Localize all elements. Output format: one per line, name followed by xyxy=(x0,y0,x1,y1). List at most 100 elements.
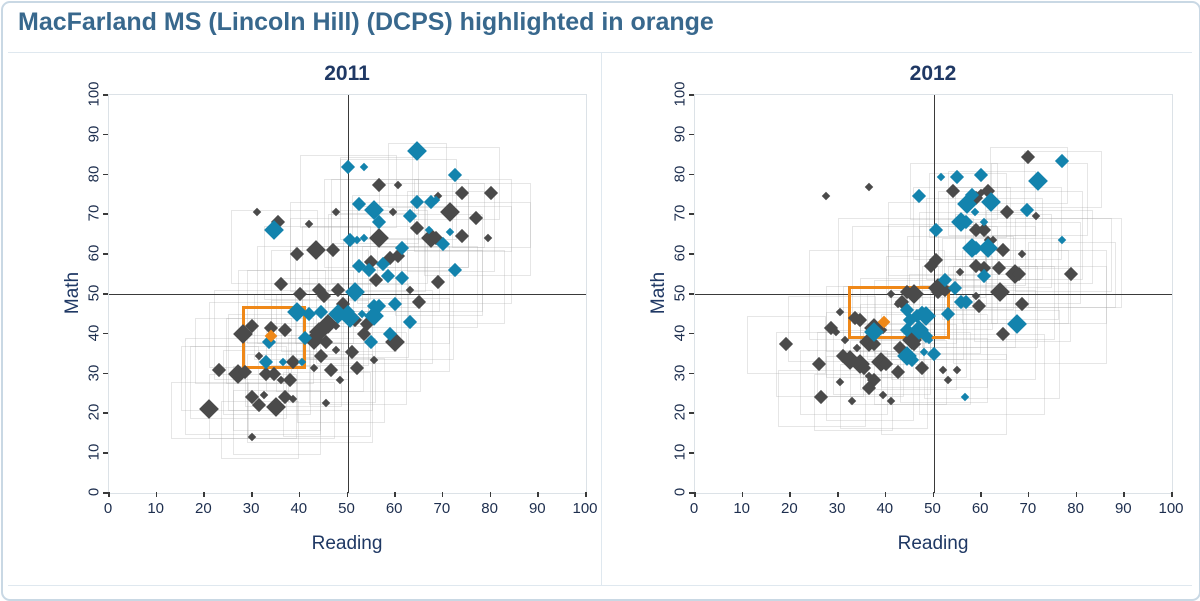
ci-box xyxy=(908,274,1016,348)
ci-box xyxy=(297,357,386,424)
ci-box xyxy=(287,337,376,404)
ci-box xyxy=(814,373,893,432)
y-tick-label: 10 xyxy=(671,443,689,461)
data-point xyxy=(342,233,357,248)
data-point xyxy=(960,393,969,402)
data-point xyxy=(318,313,339,334)
data-point xyxy=(886,397,895,406)
reference-line-vertical xyxy=(347,95,349,493)
ci-box xyxy=(776,331,864,398)
x-tick-label: 60 xyxy=(971,500,989,517)
y-tick-label: 100 xyxy=(85,81,103,107)
ci-box xyxy=(228,313,374,412)
data-point xyxy=(955,267,964,277)
ci-box xyxy=(233,365,321,432)
data-point xyxy=(811,356,827,371)
ci-box xyxy=(407,190,495,273)
panel-2011-title: 2011 xyxy=(324,62,370,85)
data-point xyxy=(259,354,274,369)
data-point xyxy=(371,298,386,314)
ci-box xyxy=(947,266,1055,340)
data-point xyxy=(1020,149,1036,164)
x-tick-label: 30 xyxy=(828,500,846,517)
ci-box xyxy=(254,294,343,360)
data-point xyxy=(273,276,288,292)
x-tick xyxy=(932,492,934,497)
y-tick-label: 90 xyxy=(85,125,103,143)
ci-box xyxy=(873,280,981,354)
data-point xyxy=(247,433,257,442)
data-point xyxy=(852,312,867,327)
ci-box xyxy=(826,311,924,378)
data-point xyxy=(943,375,953,384)
data-point xyxy=(814,390,829,405)
data-point xyxy=(406,140,427,161)
data-point xyxy=(259,391,269,400)
data-point xyxy=(287,302,308,322)
ci-box xyxy=(275,294,422,392)
y-tick-label: 0 xyxy=(85,487,103,497)
data-point xyxy=(376,257,391,272)
data-point xyxy=(928,223,943,238)
data-point xyxy=(969,223,984,238)
page-title: MacFarland MS (Lincoln Hill) (DCPS) high… xyxy=(18,8,714,36)
data-point xyxy=(931,284,946,300)
y-tick-label: 70 xyxy=(85,205,103,222)
data-point xyxy=(211,362,226,377)
data-point xyxy=(357,309,367,319)
data-point xyxy=(304,329,325,350)
x-tick-label: 0 xyxy=(103,500,113,517)
x-tick-label: 90 xyxy=(1114,500,1132,517)
data-point xyxy=(266,366,281,381)
data-point xyxy=(323,362,338,377)
y-tick-label: 50 xyxy=(85,284,103,302)
data-point xyxy=(278,390,293,405)
data-point xyxy=(864,371,874,380)
ci-box xyxy=(990,162,1089,237)
ci-box xyxy=(1027,242,1116,308)
ci-box xyxy=(330,178,419,245)
title-divider xyxy=(8,52,1192,53)
ci-box xyxy=(237,270,326,336)
ci-box xyxy=(919,226,1036,308)
x-tick xyxy=(394,492,396,497)
data-point xyxy=(388,296,403,312)
data-point xyxy=(900,322,915,337)
data-point xyxy=(483,234,493,243)
data-point xyxy=(263,220,284,241)
y-tick-label: 10 xyxy=(85,443,103,461)
y-tick-label: 60 xyxy=(671,244,689,262)
data-point xyxy=(928,253,943,268)
ci-box xyxy=(888,224,986,298)
ci-box xyxy=(388,142,448,209)
data-point xyxy=(266,397,286,418)
data-point xyxy=(890,364,905,379)
y-tick xyxy=(689,173,694,176)
x-tick xyxy=(694,492,696,497)
data-point xyxy=(305,220,314,229)
ci-box xyxy=(838,218,974,308)
data-point xyxy=(359,234,369,243)
panel-2012-plot-area xyxy=(694,94,1173,494)
data-point xyxy=(950,169,965,184)
data-point xyxy=(878,356,893,371)
ci-box xyxy=(985,210,1093,285)
data-point xyxy=(371,177,386,192)
ci-box xyxy=(213,290,350,380)
ci-box xyxy=(989,146,1069,205)
ci-box xyxy=(923,309,1060,400)
ci-box xyxy=(266,325,364,392)
ci-box xyxy=(378,182,486,249)
data-point xyxy=(199,399,220,420)
data-point xyxy=(297,330,312,345)
data-point xyxy=(237,364,253,379)
x-tick-label: 30 xyxy=(242,500,260,517)
y-tick-label: 40 xyxy=(85,324,103,342)
ci-box xyxy=(962,250,1070,324)
ci-box xyxy=(340,158,457,241)
x-tick-label: 80 xyxy=(481,500,498,517)
data-point xyxy=(447,167,462,182)
panel-2011-x-axis-label: Reading xyxy=(311,533,383,554)
ci-box xyxy=(866,294,965,360)
